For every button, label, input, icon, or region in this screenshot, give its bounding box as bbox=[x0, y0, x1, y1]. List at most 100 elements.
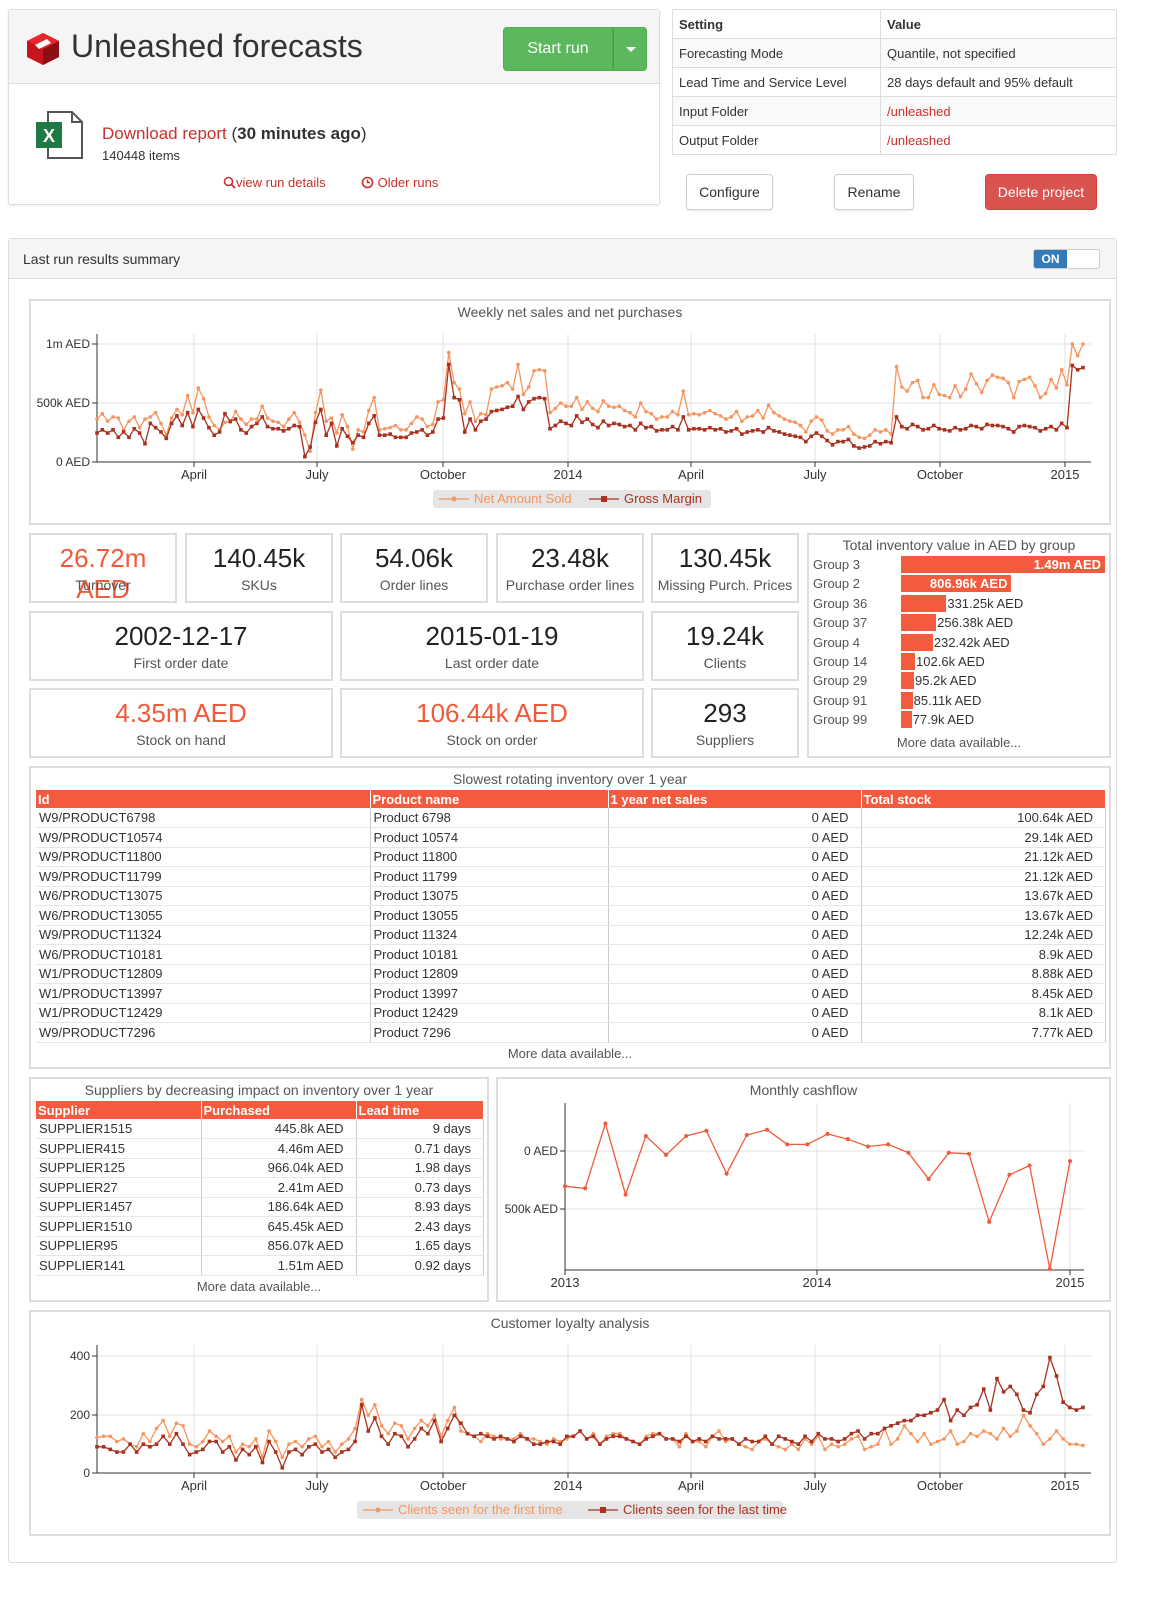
older-runs-link[interactable]: Older runs bbox=[361, 175, 438, 190]
suppliers-more-link[interactable]: More data available... bbox=[196, 1279, 322, 1294]
data-point bbox=[604, 1437, 609, 1441]
data-point bbox=[905, 389, 909, 393]
rename-button[interactable]: Rename bbox=[834, 174, 914, 210]
cell-total-stock: 12.24k AED bbox=[861, 925, 1106, 945]
data-point bbox=[180, 413, 185, 417]
slowest-more-link[interactable]: More data available... bbox=[507, 1046, 633, 1061]
data-point bbox=[895, 1421, 900, 1425]
data-point bbox=[948, 1418, 953, 1423]
data-point bbox=[1006, 426, 1011, 431]
legend-label[interactable]: Clients seen for the last time bbox=[623, 1502, 787, 1517]
data-point bbox=[551, 1439, 556, 1444]
setting-name: Output Folder bbox=[672, 125, 881, 155]
data-point bbox=[681, 389, 686, 393]
data-point bbox=[548, 410, 552, 415]
data-point bbox=[287, 426, 291, 431]
data-point bbox=[987, 1219, 992, 1224]
kpi-skus: 140.45k SKUs bbox=[185, 533, 333, 603]
cell-net-sales: 0 AED bbox=[608, 847, 862, 867]
data-point bbox=[756, 1439, 761, 1444]
data-point bbox=[525, 1437, 529, 1441]
data-point bbox=[148, 415, 153, 419]
data-point bbox=[95, 1444, 99, 1449]
data-point bbox=[563, 1184, 567, 1189]
download-report-link[interactable]: Download report bbox=[102, 124, 227, 143]
data-point bbox=[196, 407, 201, 412]
data-point bbox=[981, 1429, 986, 1433]
start-run-button[interactable]: Start run bbox=[503, 27, 613, 71]
data-point bbox=[985, 378, 989, 383]
data-point bbox=[862, 1447, 867, 1452]
data-point bbox=[1054, 428, 1059, 432]
data-point bbox=[393, 435, 398, 440]
legend-marker bbox=[601, 496, 607, 502]
data-point bbox=[319, 388, 323, 392]
kpi-turnover-value: 26.72m AED bbox=[59, 543, 147, 604]
data-point bbox=[441, 397, 446, 402]
cell-total-stock: 29.14k AED bbox=[861, 827, 1106, 848]
group-value-label: 77.9k AED bbox=[912, 712, 975, 728]
data-point bbox=[776, 1444, 781, 1449]
data-point bbox=[697, 1437, 701, 1441]
data-point bbox=[1017, 379, 1021, 384]
data-point bbox=[1007, 1172, 1012, 1177]
input-folder-link[interactable]: /unleashed bbox=[880, 96, 1117, 126]
data-point bbox=[1074, 1442, 1079, 1446]
data-point bbox=[969, 423, 973, 428]
data-point bbox=[95, 417, 99, 421]
data-point bbox=[574, 395, 579, 400]
data-point bbox=[1038, 429, 1043, 433]
data-point bbox=[367, 421, 371, 426]
data-point bbox=[373, 1403, 377, 1407]
group-bar bbox=[901, 614, 937, 632]
data-point bbox=[574, 414, 579, 418]
legend-label[interactable]: Clients seen for the first time bbox=[398, 1502, 563, 1517]
suppliers-table-row: SUPPLIER95 856.07k AED 1.65 days bbox=[36, 1236, 484, 1256]
kpi-turnover: 26.72m AED Turnover bbox=[29, 533, 177, 604]
data-point bbox=[505, 405, 510, 410]
x-tick-label: 2014 bbox=[554, 467, 583, 482]
x-tick-label: October bbox=[420, 467, 467, 482]
data-point bbox=[841, 439, 845, 444]
data-point bbox=[399, 1424, 404, 1428]
output-folder-link[interactable]: /unleashed bbox=[880, 125, 1117, 155]
data-point bbox=[532, 396, 536, 401]
data-point bbox=[201, 1447, 205, 1452]
legend-label[interactable]: Net Amount Sold bbox=[474, 491, 572, 506]
view-run-details-link[interactable]: view run details bbox=[223, 175, 326, 190]
kpi-stock-on-hand: 4.35m AED Stock on hand bbox=[29, 688, 333, 758]
data-point bbox=[926, 1176, 931, 1181]
legend-label[interactable]: Gross Margin bbox=[624, 491, 702, 506]
download-report-line: Download report (30 minutes ago) bbox=[102, 124, 367, 144]
data-point bbox=[660, 415, 664, 419]
data-point bbox=[201, 1439, 205, 1444]
data-point bbox=[690, 1439, 695, 1444]
data-point bbox=[866, 1144, 870, 1149]
data-point bbox=[862, 1437, 867, 1441]
inventory-more-link[interactable]: More data available... bbox=[896, 735, 1022, 750]
slowest-table-row: W1/PRODUCT12429 Product 12429 0 AED 8.1k AE… bbox=[36, 1003, 1106, 1023]
col-total-stock: Total stock bbox=[861, 790, 1106, 808]
data-point bbox=[1065, 382, 1069, 387]
col-purchased: Purchased bbox=[201, 1101, 357, 1119]
data-point bbox=[651, 1434, 655, 1439]
data-point bbox=[772, 410, 776, 415]
group-label: Group 37 bbox=[813, 615, 868, 631]
summary-toggle[interactable]: ON bbox=[1033, 249, 1100, 269]
data-point bbox=[761, 416, 766, 420]
download-age: 30 minutes ago bbox=[237, 124, 361, 143]
data-point bbox=[770, 1442, 774, 1446]
data-point bbox=[631, 1439, 635, 1444]
configure-button[interactable]: Configure bbox=[686, 174, 773, 210]
cell-purchased: 2.41m AED bbox=[201, 1177, 357, 1198]
slowest-inventory-panel: Slowest rotating inventory over 1 year I… bbox=[29, 766, 1111, 1069]
delete-project-button[interactable]: Delete project bbox=[985, 174, 1097, 210]
x-tick-label: 2014 bbox=[803, 1275, 832, 1290]
group-bar bbox=[901, 594, 947, 612]
data-point bbox=[598, 1442, 602, 1446]
data-point bbox=[479, 1431, 483, 1436]
cell-net-sales: 0 AED bbox=[608, 866, 862, 887]
data-point bbox=[267, 1429, 271, 1433]
data-point bbox=[915, 424, 920, 429]
start-run-dropdown-toggle[interactable] bbox=[613, 27, 647, 71]
